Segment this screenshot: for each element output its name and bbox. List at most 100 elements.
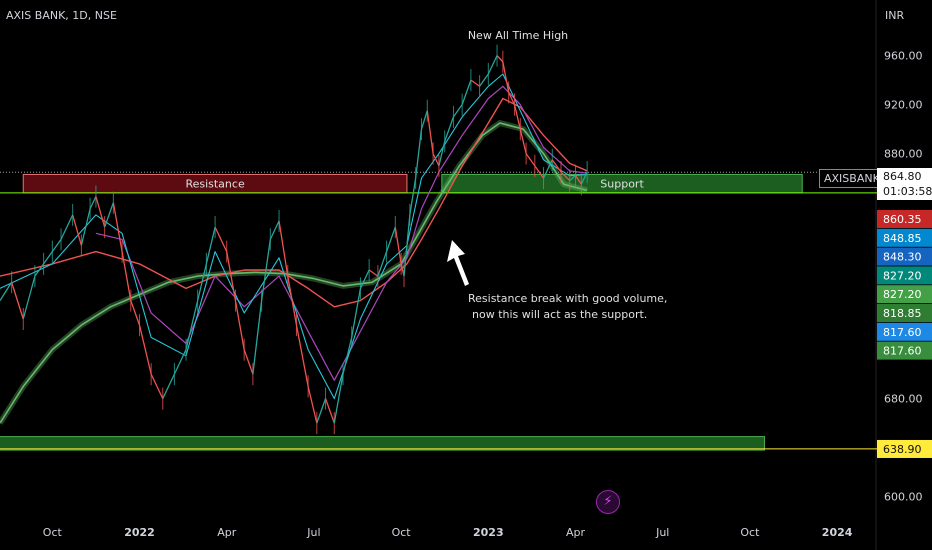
price-tag-symbol: AXISBANK [819,169,885,188]
price-segment-54 [461,79,472,105]
symbol-header[interactable]: AXIS BANK, 1D, NSE [6,9,117,22]
price-segment-12 [104,202,114,228]
breakout-note-line2: now this will act as the support. [472,308,647,321]
price-segment-68 [569,175,576,182]
price-segment-20 [185,300,199,350]
price-label-3: 827.20 [883,269,922,282]
price-segment-9 [80,208,91,246]
price-label-box-3 [877,266,932,285]
price-label-1: 848.85 [883,232,922,245]
price-label-7: 817.60 [883,345,922,358]
price-segment-35 [324,398,335,424]
zone-label-1: Support [600,178,644,191]
price-label-box-8 [877,439,932,458]
price-label-box-7 [877,341,932,360]
price-label-box-4 [877,285,932,304]
price-segment-15 [130,300,141,326]
price-segment-24 [226,251,237,301]
price-segment-46 [409,178,417,215]
price-segment-52 [444,116,455,142]
price-segment-31 [287,276,298,326]
ma-long-glow [0,120,588,425]
price-segment-30 [278,220,289,277]
x-tick-label-1: 2022 [124,526,155,539]
x-tick-label-4: Oct [392,526,412,539]
price-segment-43 [394,227,402,264]
x-tick-label-5: 2023 [473,526,504,539]
price-segment-67 [560,171,571,182]
price-segment-27 [252,300,263,375]
price-segment-51 [438,141,446,167]
price-segment-48 [420,110,428,130]
price-label-box-5 [877,304,932,322]
price-segment-6 [51,238,62,253]
price-segment-13 [112,202,123,252]
annotations: New All Time High Resistance break with g… [447,29,667,321]
price-segment-56 [479,73,489,87]
breakout-note-line1: Resistance break with good volume, [468,292,667,305]
price-segment-16 [138,324,152,375]
x-tick-label-9: 2024 [822,526,853,539]
price-segment-57 [487,55,498,75]
price-series [0,44,588,435]
price-segment-5 [43,251,53,265]
price-segment-39 [359,269,370,289]
price-label-box-0 [877,210,932,228]
price-segment-23 [214,226,228,252]
price-label-4: 827.20 [883,288,922,301]
price-label-box-2 [877,247,932,266]
x-tick-label-7: Jul [655,526,669,539]
support-zone-2 [0,436,765,451]
ma-long-line [0,122,588,424]
price-segment-19 [173,349,187,375]
time-axis[interactable]: Oct 2022 Apr Jul Oct 2023 Apr Jul Oct 2024 [43,526,853,539]
y-tick-label-4: 600.00 [884,491,923,504]
x-tick-label-2: Apr [217,526,237,539]
x-tick-label-8: Oct [740,526,760,539]
y-tick-label-0: 960.00 [884,50,923,63]
currency-label: INR [885,9,905,22]
price-segment-29 [269,220,280,240]
price-segment-59 [502,61,510,93]
price-segment-11 [95,196,106,228]
price-segment-50 [432,153,440,167]
price-segment-36 [333,374,344,424]
price-segment-61 [513,104,521,130]
price-segment-58 [496,55,504,63]
moving-averages [0,73,588,425]
price-segment-18 [162,373,175,399]
price-segment-37 [342,337,353,375]
y-tick-label-1: 920.00 [884,99,923,112]
price-segment-70 [580,171,588,185]
price-segment-22 [205,226,216,265]
horizontal-levels [0,171,877,450]
price-segment-17 [150,373,164,399]
breakout-arrow [447,240,469,286]
price-segment-41 [377,251,388,277]
price-segment-3 [22,275,36,320]
y-tick-label-2: 880.00 [884,148,923,161]
price-segment-33 [307,386,318,424]
bar-countdown: 01:03:58 [883,185,932,198]
price-segment-8 [72,214,83,246]
price-segment-4 [34,263,45,277]
price-segment-21 [197,263,208,301]
price-segment-66 [551,159,562,173]
price-segment-28 [260,239,271,301]
zone-label-0: Resistance [185,178,245,191]
price-label-0: 860.35 [883,213,922,226]
price-axis[interactable]: 960.00 920.00 880.00 680.00 600.00 860.35 848.… [877,50,932,504]
price-segment-2 [11,282,24,320]
price-segment-63 [525,153,536,167]
price-segment-42 [385,226,396,252]
ath-label: New All Time High [468,29,568,42]
price-segment-65 [542,159,553,179]
price-label-box-6 [877,322,932,341]
lightning-icon[interactable]: ⚡ [596,490,620,514]
price-segment-53 [452,104,463,118]
current-price: 864.80 [883,170,922,183]
price-label-6: 817.60 [883,326,922,339]
price-label-2: 848.30 [883,251,922,264]
